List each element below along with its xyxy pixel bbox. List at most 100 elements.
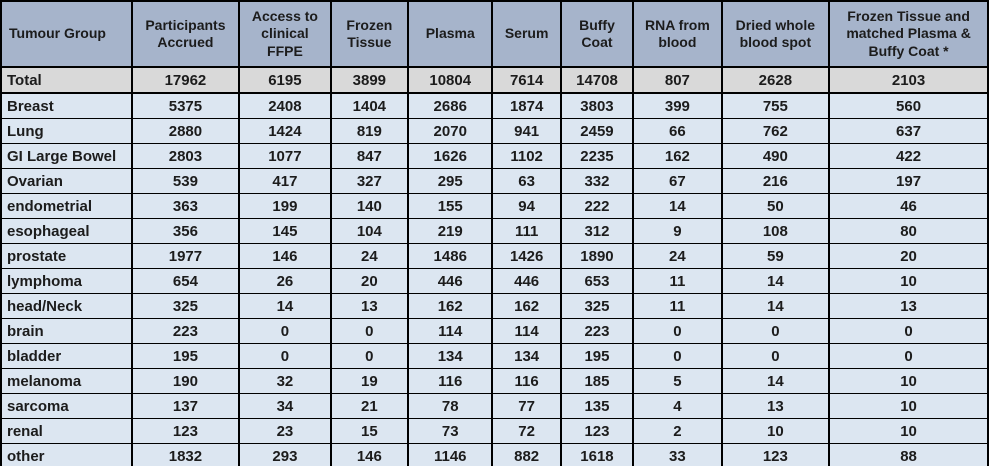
table-row-endometrial: endometrial 363 199 140 155 94 222 14 50 46 — [0, 193, 989, 219]
column-header: Frozen Tissue — [329, 0, 410, 68]
cell-value: 847 — [329, 143, 410, 169]
cell-value: 24 — [632, 243, 723, 269]
cell-value: 1102 — [491, 143, 562, 169]
cell-value: 10 — [828, 418, 989, 444]
cell-value: 123 — [130, 418, 241, 444]
cell-value: 0 — [720, 343, 831, 369]
cell-value: 6195 — [238, 66, 332, 94]
cell-value: 490 — [720, 143, 831, 169]
cell-value: 66 — [632, 118, 723, 144]
cell-value: 13 — [828, 293, 989, 319]
cell-value: 11 — [632, 268, 723, 294]
row-label: bladder — [0, 343, 133, 369]
cell-value: 1977 — [130, 243, 241, 269]
table-row-melanoma: melanoma 190 32 19 116 116 185 5 14 10 — [0, 368, 989, 394]
cell-value: 2628 — [720, 66, 831, 94]
cell-value: 94 — [491, 193, 562, 219]
cell-value: 197 — [828, 168, 989, 194]
cell-value: 223 — [559, 318, 635, 344]
cell-value: 0 — [632, 343, 723, 369]
cell-value: 1424 — [238, 118, 332, 144]
cell-value: 399 — [632, 92, 723, 119]
cell-value: 0 — [720, 318, 831, 344]
cell-value: 72 — [491, 418, 562, 444]
table-row-gi-large-bowel: GI Large Bowel 2803 1077 847 1626 1102 2235 162… — [0, 143, 989, 169]
cell-value: 32 — [238, 368, 332, 394]
table-row-breast: Breast 5375 2408 1404 2686 1874 3803 399 755 560 — [0, 92, 989, 119]
cell-value: 9 — [632, 218, 723, 244]
cell-value: 0 — [828, 318, 989, 344]
cell-value: 2408 — [238, 92, 332, 119]
cell-value: 1404 — [329, 92, 410, 119]
row-label: lymphoma — [0, 268, 133, 294]
table-header: Tumour Group Participants Accrued Access t… — [0, 0, 989, 68]
cell-value: 24 — [329, 243, 410, 269]
table-row-ovarian: Ovarian 539 417 327 295 63 332 67 216 197 — [0, 168, 989, 194]
cell-value: 654 — [130, 268, 241, 294]
cell-value: 78 — [407, 393, 494, 419]
cell-value: 2803 — [130, 143, 241, 169]
table-row-prostate: prostate 1977 146 24 1486 1426 1890 24 59 20 — [0, 243, 989, 269]
cell-value: 637 — [828, 118, 989, 144]
cell-value: 195 — [559, 343, 635, 369]
cell-value: 1874 — [491, 92, 562, 119]
cell-value: 20 — [329, 268, 410, 294]
cell-value: 216 — [720, 168, 831, 194]
cell-value: 15 — [329, 418, 410, 444]
cell-value: 59 — [720, 243, 831, 269]
cell-value: 7614 — [491, 66, 562, 94]
cell-value: 1832 — [130, 443, 241, 466]
cell-value: 77 — [491, 393, 562, 419]
cell-value: 295 — [407, 168, 494, 194]
column-header: Plasma — [407, 0, 494, 68]
cell-value: 10 — [720, 418, 831, 444]
row-label: Total — [0, 66, 133, 94]
row-label: endometrial — [0, 193, 133, 219]
cell-value: 190 — [130, 368, 241, 394]
cell-value: 0 — [632, 318, 723, 344]
table-row-lung: Lung 2880 1424 819 2070 941 2459 66 762 637 — [0, 118, 989, 144]
cell-value: 88 — [828, 443, 989, 466]
row-label: esophageal — [0, 218, 133, 244]
cell-value: 26 — [238, 268, 332, 294]
cell-value: 1426 — [491, 243, 562, 269]
cell-value: 762 — [720, 118, 831, 144]
cell-value: 146 — [329, 443, 410, 466]
column-header: Serum — [491, 0, 562, 68]
column-header: Frozen Tissue and matched Plasma & Buffy… — [828, 0, 989, 68]
cell-value: 0 — [238, 318, 332, 344]
cell-value: 325 — [559, 293, 635, 319]
cell-value: 46 — [828, 193, 989, 219]
cell-value: 1077 — [238, 143, 332, 169]
cell-value: 33 — [632, 443, 723, 466]
cell-value: 114 — [491, 318, 562, 344]
cell-value: 2686 — [407, 92, 494, 119]
column-header: RNA from blood — [632, 0, 723, 68]
row-label: renal — [0, 418, 133, 444]
cell-value: 162 — [407, 293, 494, 319]
cell-value: 2 — [632, 418, 723, 444]
cell-value: 123 — [559, 418, 635, 444]
column-header: Tumour Group — [0, 0, 133, 68]
cell-value: 5 — [632, 368, 723, 394]
cell-value: 222 — [559, 193, 635, 219]
row-label: other — [0, 443, 133, 466]
cell-value: 13 — [329, 293, 410, 319]
cell-value: 807 — [632, 66, 723, 94]
row-label: Ovarian — [0, 168, 133, 194]
cell-value: 10804 — [407, 66, 494, 94]
cell-value: 312 — [559, 218, 635, 244]
cell-value: 140 — [329, 193, 410, 219]
cell-value: 3899 — [329, 66, 410, 94]
column-header: Participants Accrued — [130, 0, 241, 68]
cell-value: 882 — [491, 443, 562, 466]
cell-value: 14 — [720, 293, 831, 319]
cell-value: 356 — [130, 218, 241, 244]
cell-value: 34 — [238, 393, 332, 419]
cell-value: 21 — [329, 393, 410, 419]
cell-value: 134 — [407, 343, 494, 369]
cell-value: 2070 — [407, 118, 494, 144]
cell-value: 134 — [491, 343, 562, 369]
cell-value: 5375 — [130, 92, 241, 119]
